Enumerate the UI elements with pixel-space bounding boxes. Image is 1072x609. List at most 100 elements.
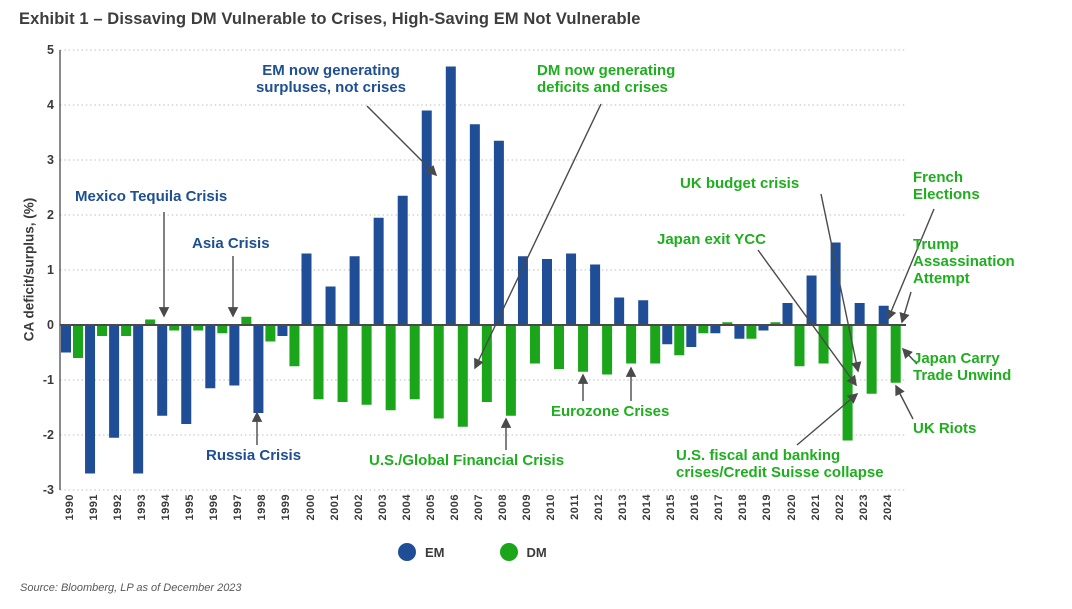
bar-em-2017: [710, 325, 721, 334]
bar-em-2013: [614, 297, 625, 325]
bar-em-2022: [830, 242, 841, 325]
x-tick-2014: 2014: [641, 494, 654, 521]
bar-em-2008: [493, 140, 504, 325]
bar-em-2005: [421, 110, 432, 325]
x-tick-2018: 2018: [737, 494, 750, 521]
bar-dm-2004: [409, 325, 420, 400]
x-tick-2000: 2000: [304, 494, 317, 521]
annotation-uk-riots: UK Riots: [913, 420, 977, 437]
bar-em-2024: [878, 305, 889, 325]
y-tick--2: -2: [42, 428, 54, 442]
x-tick-2002: 2002: [352, 494, 365, 521]
bar-em-2000: [301, 253, 312, 325]
annotation-french: French Elections: [913, 169, 980, 204]
x-tick-1999: 1999: [280, 494, 293, 521]
bar-em-2020: [782, 303, 793, 325]
bar-dm-1993: [145, 319, 156, 325]
legend-dm-label: DM: [526, 544, 547, 560]
x-tick-2020: 2020: [785, 494, 798, 521]
bar-dm-2014: [650, 325, 661, 364]
legend-em-label: EM: [425, 544, 445, 560]
bar-em-2004: [397, 195, 408, 325]
x-tick-1990: 1990: [64, 494, 76, 521]
bar-dm-2006: [457, 325, 468, 427]
bar-em-1998: [253, 325, 264, 413]
bar-dm-2019: [770, 322, 781, 325]
x-tick-2023: 2023: [857, 494, 870, 521]
x-tick-2011: 2011: [569, 494, 582, 520]
bar-em-2014: [638, 300, 649, 325]
x-tick-2004: 2004: [400, 494, 413, 521]
bar-dm-2002: [361, 325, 372, 405]
annotation-russia: Russia Crisis: [206, 447, 302, 464]
bar-em-2010: [542, 259, 552, 325]
annotation-gfc: U.S./Global Financial Crisis: [369, 452, 565, 469]
x-tick-1997: 1997: [232, 494, 245, 521]
bar-em-2011: [566, 253, 577, 325]
bar-dm-2015: [674, 325, 685, 356]
bar-dm-2023: [866, 325, 877, 394]
x-tick-2017: 2017: [713, 494, 726, 521]
bar-em-1992: [109, 325, 120, 438]
x-tick-1998: 1998: [256, 494, 269, 521]
bar-dm-2012: [602, 325, 613, 375]
y-tick--1: -1: [42, 373, 54, 387]
x-tick-1996: 1996: [208, 494, 221, 521]
bar-em-1991: [85, 325, 96, 474]
y-tick-5: 5: [47, 43, 54, 57]
annotation-mexico: Mexico Tequila Crisis: [75, 188, 228, 205]
x-tick-2003: 2003: [376, 494, 389, 521]
bar-dm-2018: [746, 325, 757, 339]
annotation-asia: Asia Crisis: [192, 235, 270, 252]
bar-dm-2008: [505, 325, 516, 416]
x-tick-1995: 1995: [184, 494, 197, 521]
bar-dm-2016: [698, 325, 709, 334]
y-tick-2: 2: [47, 208, 54, 222]
y-tick-4: 4: [47, 98, 54, 112]
bar-em-1993: [133, 325, 144, 474]
x-tick-2010: 2010: [545, 494, 557, 521]
annotation-arrow: [796, 392, 859, 446]
bar-dm-2020: [794, 325, 805, 367]
x-tick-2019: 2019: [761, 494, 774, 521]
x-tick-2013: 2013: [617, 494, 630, 521]
annotation-arrow: [366, 105, 438, 177]
bar-dm-1992: [121, 325, 132, 336]
annotation-japan-ycc: Japan exit YCC: [657, 231, 766, 248]
x-tick-2001: 2001: [328, 494, 341, 521]
y-tick-3: 3: [47, 153, 54, 167]
bar-em-2012: [590, 264, 601, 325]
y-tick-1: 1: [47, 263, 54, 277]
annotation-arrow: [899, 291, 912, 324]
bar-dm-2005: [433, 325, 444, 419]
x-tick-2007: 2007: [472, 494, 485, 521]
x-tick-2015: 2015: [665, 494, 678, 521]
annotation-trump: Trump Assassination Attempt: [913, 236, 1015, 288]
bar-dm-2021: [818, 325, 829, 364]
annotation-dm-gen: DM now generating deficits and crises: [537, 62, 676, 97]
bar-em-2002: [349, 256, 360, 325]
y-tick-0: 0: [47, 318, 54, 332]
bar-em-1995: [181, 325, 192, 424]
bar-dm-1998: [265, 325, 276, 342]
bar-dm-1990: [73, 325, 83, 358]
bar-em-2018: [734, 325, 745, 339]
x-tick-1994: 1994: [160, 494, 173, 521]
x-tick-2006: 2006: [448, 494, 461, 521]
annotation-eurozone: Eurozone Crises: [551, 403, 670, 420]
bar-em-2023: [854, 303, 865, 325]
source-note: Source: Bloomberg, LP as of December 202…: [20, 582, 242, 594]
bar-em-2019: [758, 325, 769, 331]
bar-em-1996: [205, 325, 216, 389]
bar-em-2007: [469, 124, 480, 325]
bar-dm-2024: [890, 325, 901, 383]
x-tick-2022: 2022: [833, 494, 846, 521]
x-tick-2024: 2024: [881, 494, 894, 521]
legend-em-dot: [398, 543, 416, 561]
bar-dm-2011: [578, 325, 589, 372]
annotation-arrow: [901, 347, 918, 365]
bar-em-1999: [277, 325, 288, 336]
annotation-arrow: [820, 193, 862, 373]
bar-em-2015: [662, 325, 673, 345]
